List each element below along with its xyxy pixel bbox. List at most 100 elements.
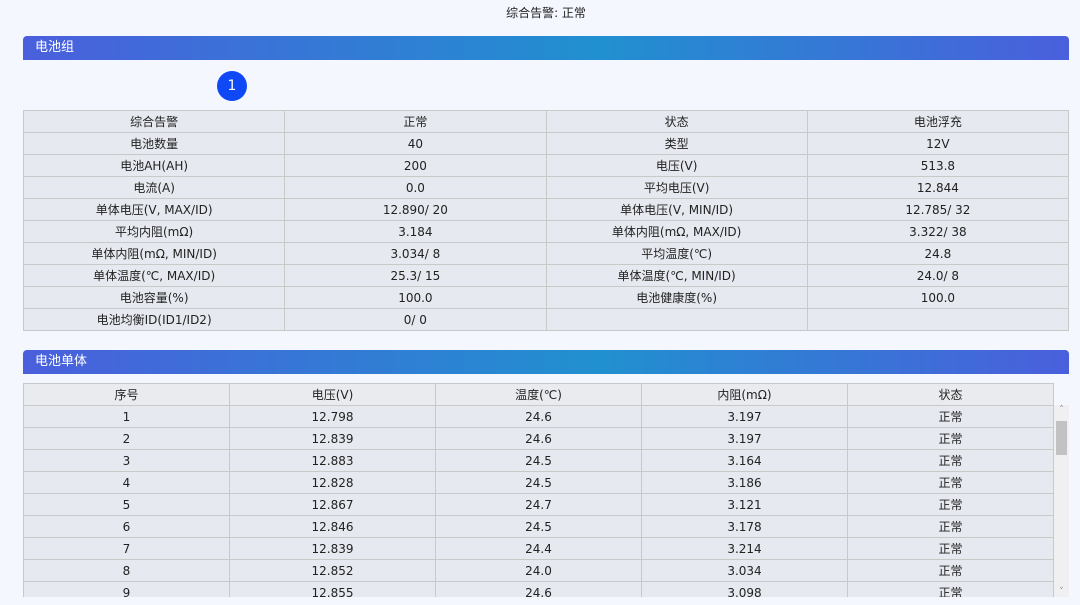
table-cell: 3.164 <box>641 449 848 472</box>
summary-label: 电流(A) <box>22 176 286 199</box>
battery-group-table: 综合告警 正常 状态 电池浮充 电池数量 40 类型 12V 电池AH(AH) 200 电压(V) 5… <box>22 110 1070 331</box>
summary-label: 状态 <box>545 110 808 133</box>
column-header[interactable]: 状态 <box>847 383 1054 406</box>
table-cell: 24.6 <box>435 427 642 450</box>
table-cell: 24.6 <box>435 405 642 428</box>
summary-label: 电池容量(%) <box>22 286 286 309</box>
table-row: 9 12.855 24.6 3.098 正常 <box>23 581 1054 597</box>
table-cell: 正常 <box>847 427 1054 450</box>
summary-row: 电流(A) 0.0 平均电压(V) 12.844 <box>22 176 1070 199</box>
summary-label: 单体温度(℃, MIN/ID) <box>545 264 808 287</box>
table-cell: 12.828 <box>229 471 436 494</box>
summary-row: 综合告警 正常 状态 电池浮充 <box>22 110 1070 133</box>
battery-group-header: 电池组 <box>23 36 1069 60</box>
table-cell: 9 <box>23 581 230 597</box>
table-cell: 3.098 <box>641 581 848 597</box>
table-cell: 3.197 <box>641 405 848 428</box>
table-cell: 12.846 <box>229 515 436 538</box>
table-cell: 3.186 <box>641 471 848 494</box>
summary-value: 12.890/ 20 <box>284 198 547 221</box>
table-cell: 3.197 <box>641 427 848 450</box>
table-cell: 4 <box>23 471 230 494</box>
table-cell: 1 <box>23 405 230 428</box>
summary-value: 0.0 <box>284 176 547 199</box>
column-header[interactable]: 温度(℃) <box>435 383 642 406</box>
summary-value: 100.0 <box>806 286 1070 309</box>
summary-label: 电池健康度(%) <box>545 286 808 309</box>
summary-label: 电压(V) <box>545 154 808 177</box>
column-header[interactable]: 电压(V) <box>229 383 436 406</box>
group-number-badge[interactable]: 1 <box>217 71 247 101</box>
battery-cells-table: 序号 电压(V) 温度(℃) 内阻(mΩ) 状态 1 12.798 24.6 3.197 正常 2 1… <box>23 383 1054 597</box>
table-cell: 3 <box>23 449 230 472</box>
summary-value: 200 <box>284 154 547 177</box>
table-row: 2 12.839 24.6 3.197 正常 <box>23 427 1054 450</box>
table-cell: 7 <box>23 537 230 560</box>
summary-value: 12.844 <box>806 176 1070 199</box>
summary-label: 平均电压(V) <box>545 176 808 199</box>
table-row: 4 12.828 24.5 3.186 正常 <box>23 471 1054 494</box>
summary-value: 3.184 <box>284 220 547 243</box>
table-cell: 24.6 <box>435 581 642 597</box>
summary-label: 平均内阻(mΩ) <box>22 220 286 243</box>
table-cell: 24.5 <box>435 515 642 538</box>
summary-value: 24.8 <box>806 242 1070 265</box>
table-cell: 3.178 <box>641 515 848 538</box>
table-cell: 正常 <box>847 493 1054 516</box>
summary-value: 正常 <box>284 110 547 133</box>
summary-value: 电池浮充 <box>806 110 1070 133</box>
battery-cells-header: 电池单体 <box>23 350 1069 374</box>
table-cell: 5 <box>23 493 230 516</box>
scrollbar-thumb[interactable] <box>1056 421 1067 455</box>
table-row: 7 12.839 24.4 3.214 正常 <box>23 537 1054 560</box>
table-cell: 正常 <box>847 581 1054 597</box>
scroll-down-icon[interactable]: ˅ <box>1059 587 1064 597</box>
table-cell: 12.867 <box>229 493 436 516</box>
summary-value: 25.3/ 15 <box>284 264 547 287</box>
table-cell: 24.5 <box>435 449 642 472</box>
vertical-scrollbar[interactable]: ˄ ˅ <box>1054 405 1069 597</box>
summary-row: 电池均衡ID(ID1/ID2) 0/ 0 <box>22 308 1070 331</box>
summary-value: 24.0/ 8 <box>806 264 1070 287</box>
summary-row: 电池容量(%) 100.0 电池健康度(%) 100.0 <box>22 286 1070 309</box>
table-cell: 12.839 <box>229 537 436 560</box>
table-cell: 正常 <box>847 471 1054 494</box>
summary-value <box>806 308 1070 331</box>
summary-label: 单体温度(℃, MAX/ID) <box>22 264 286 287</box>
table-cell: 正常 <box>847 449 1054 472</box>
scroll-up-icon[interactable]: ˄ <box>1059 405 1064 415</box>
battery-cells-panel: 序号 电压(V) 温度(℃) 内阻(mΩ) 状态 1 12.798 24.6 3.197 正常 2 1… <box>23 383 1069 597</box>
table-row: 8 12.852 24.0 3.034 正常 <box>23 559 1054 582</box>
summary-row: 电池数量 40 类型 12V <box>22 132 1070 155</box>
table-row: 3 12.883 24.5 3.164 正常 <box>23 449 1054 472</box>
table-cell: 正常 <box>847 537 1054 560</box>
table-cell: 12.852 <box>229 559 436 582</box>
summary-label: 综合告警 <box>22 110 286 133</box>
summary-value: 12V <box>806 132 1070 155</box>
table-cell: 12.855 <box>229 581 436 597</box>
table-cell: 3.034 <box>641 559 848 582</box>
summary-value: 100.0 <box>284 286 547 309</box>
summary-row: 单体内阻(mΩ, MIN/ID) 3.034/ 8 平均温度(℃) 24.8 <box>22 242 1070 265</box>
table-cell: 2 <box>23 427 230 450</box>
table-cell: 24.7 <box>435 493 642 516</box>
table-cell: 3.214 <box>641 537 848 560</box>
table-cell: 正常 <box>847 559 1054 582</box>
summary-label: 单体电压(V, MIN/ID) <box>545 198 808 221</box>
table-cell: 24.5 <box>435 471 642 494</box>
table-cell: 12.839 <box>229 427 436 450</box>
summary-label: 单体内阻(mΩ, MIN/ID) <box>22 242 286 265</box>
column-header[interactable]: 序号 <box>23 383 230 406</box>
summary-label: 类型 <box>545 132 808 155</box>
summary-value: 0/ 0 <box>284 308 547 331</box>
table-cell: 6 <box>23 515 230 538</box>
summary-label: 电池均衡ID(ID1/ID2) <box>22 308 286 331</box>
overall-alarm-status: 综合告警: 正常 <box>506 6 586 20</box>
table-cell: 12.798 <box>229 405 436 428</box>
summary-label: 单体电压(V, MAX/ID) <box>22 198 286 221</box>
summary-row: 平均内阻(mΩ) 3.184 单体内阻(mΩ, MAX/ID) 3.322/ 38 <box>22 220 1070 243</box>
table-cell: 3.121 <box>641 493 848 516</box>
summary-value: 3.034/ 8 <box>284 242 547 265</box>
column-header[interactable]: 内阻(mΩ) <box>641 383 848 406</box>
table-row: 5 12.867 24.7 3.121 正常 <box>23 493 1054 516</box>
